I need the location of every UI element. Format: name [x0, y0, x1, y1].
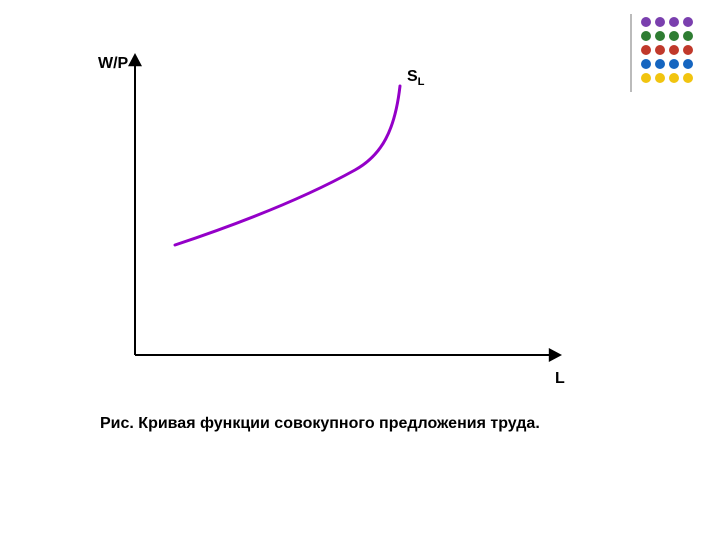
x-axis-label-text: L	[555, 370, 565, 387]
supply-curve	[175, 86, 400, 245]
decor-dot	[655, 17, 665, 27]
axes	[128, 53, 562, 362]
decor-dot	[641, 17, 651, 27]
decor-dot	[655, 73, 665, 83]
curve-label-main: S	[407, 68, 418, 85]
chart-svg	[0, 0, 720, 540]
decor-dot	[641, 59, 651, 69]
y-axis-label: W/P	[98, 55, 128, 73]
decor-dot	[669, 73, 679, 83]
decor-dot	[669, 45, 679, 55]
decor-dot	[683, 73, 693, 83]
decor-dot	[655, 45, 665, 55]
decor-dot	[669, 59, 679, 69]
decor-dot	[655, 59, 665, 69]
decor-dot	[669, 31, 679, 41]
chart-stage: W/P L SL Рис. Кривая функции совокупного…	[0, 0, 720, 540]
decor-dot	[655, 31, 665, 41]
decor-dot	[641, 45, 651, 55]
figure-caption: Рис. Кривая функции совокупного предложе…	[100, 415, 540, 433]
x-axis-label: L	[555, 370, 565, 388]
decor-dot	[683, 59, 693, 69]
curve-label: SL	[407, 68, 425, 88]
decor-dot	[683, 17, 693, 27]
decor-dot	[683, 45, 693, 55]
figure-caption-text: Рис. Кривая функции совокупного предложе…	[100, 415, 540, 432]
decor-dot	[641, 73, 651, 83]
decor-dot	[683, 31, 693, 41]
decor-dot	[669, 17, 679, 27]
decor-dot	[641, 31, 651, 41]
curve-label-sub: L	[418, 76, 425, 88]
y-axis-label-text: W/P	[98, 55, 128, 72]
